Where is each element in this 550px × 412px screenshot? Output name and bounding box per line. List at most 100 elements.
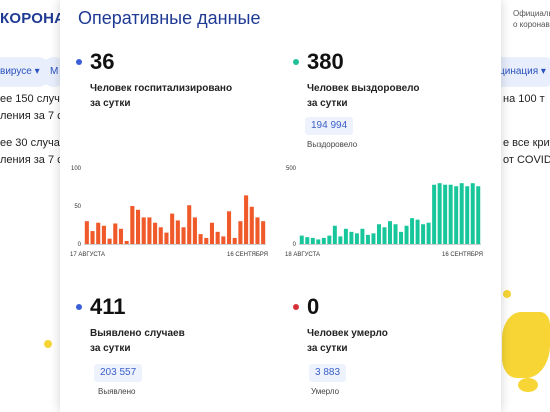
green-dot-icon — [293, 59, 299, 65]
chart-bar — [432, 184, 437, 244]
x-end-label: 16 СЕНТЯБРЯ — [442, 252, 483, 258]
chart-bar — [421, 224, 426, 244]
chart-bar — [244, 195, 249, 244]
chart-bar — [365, 234, 370, 244]
chart-bar — [360, 228, 365, 244]
y-tick-label: 0 — [293, 242, 297, 248]
stat-description: Человек умерло за сутки — [307, 326, 477, 356]
map-region-shape — [503, 290, 511, 298]
recovered-chart: 500 0 18 АВГУСТА 16 СЕНТЯБРЯ — [285, 166, 483, 258]
chart-bar — [124, 240, 129, 244]
modal-title: Оперативные данные — [78, 8, 261, 28]
stat-description: Человек госпитализировано за сутки — [90, 81, 260, 111]
chart-bar — [175, 220, 180, 244]
stat-description-line: за сутки — [307, 343, 348, 354]
chart-bar — [255, 217, 260, 244]
chart-bar — [90, 231, 95, 244]
y-tick-label: 0 — [78, 242, 82, 248]
chart-bar — [470, 183, 475, 244]
hospitalized-chart: 100 50 0 17 АВГУСТА 16 СЕНТЯБРЯ — [70, 166, 268, 258]
chart-bar — [354, 233, 359, 244]
chart-bar — [187, 205, 192, 244]
second-menu-label: М — [50, 66, 59, 77]
bg-text-line: на 100 т — [503, 93, 545, 105]
chart-bar — [147, 217, 152, 244]
chart-bar — [113, 223, 118, 244]
chart-bar — [316, 239, 321, 244]
chart-bar — [107, 238, 112, 244]
chart-bar — [164, 232, 169, 244]
chart-bar — [101, 225, 106, 244]
chart-bar — [226, 211, 232, 244]
chart-bar — [204, 237, 209, 244]
stat-value: 0 — [307, 294, 320, 319]
stat-description-line: Выявлено случаев — [90, 328, 185, 339]
stat-description-line: за сутки — [90, 343, 131, 354]
bg-text-line: ления за 7 сут — [0, 154, 74, 166]
stat-value: 380 — [307, 49, 344, 74]
chart-bar — [158, 227, 163, 244]
chart-bar — [238, 221, 243, 244]
chart-bar — [327, 235, 332, 244]
stat-description-line: за сутки — [90, 98, 131, 109]
chart-bar — [130, 206, 135, 244]
bg-text-line: от COVID-1 — [503, 154, 550, 166]
chart-bar — [465, 186, 470, 244]
y-tick-label: 100 — [71, 166, 82, 172]
chart-bar — [454, 186, 459, 244]
chart-bar — [209, 222, 215, 244]
chart-bar — [437, 183, 442, 244]
chart-bar — [299, 235, 304, 244]
bg-text-line: е все крите — [503, 137, 550, 149]
site-header-note-line: о коронави — [513, 20, 550, 29]
chart-bar — [153, 222, 158, 244]
chart-bar — [332, 225, 337, 244]
chart-bar — [343, 228, 348, 244]
chart-bar — [232, 237, 237, 244]
x-start-label: 18 АВГУСТА — [285, 252, 320, 258]
chart-bar — [198, 234, 203, 244]
chart-bar — [349, 231, 354, 244]
stat-total-chip: 203 557 — [94, 364, 143, 382]
chart-bar — [192, 217, 197, 244]
chart-bar — [141, 217, 146, 244]
red-dot-icon — [293, 304, 299, 310]
chart-bar — [221, 236, 226, 244]
stat-value: 411 — [90, 294, 126, 319]
chart-bar — [96, 222, 101, 244]
chart-bar — [249, 206, 254, 244]
chart-bar — [170, 213, 175, 244]
operational-data-modal: Оперативные данные 36 Человек госпитализ… — [60, 0, 501, 412]
stat-total-label: Умерло — [311, 387, 340, 396]
chart-bar — [393, 224, 398, 244]
chart-bar — [399, 231, 404, 244]
stat-total-label: Выздоровело — [307, 140, 358, 149]
chart-bar — [376, 224, 381, 244]
site-header-note-line: Официаль — [513, 9, 550, 18]
bg-text-line: ления за 7 сут — [0, 110, 74, 122]
chart-bar — [404, 225, 409, 244]
chart-bar — [459, 183, 464, 244]
bg-text-line: ее 30 случаев — [0, 137, 72, 149]
chart-bar — [410, 218, 415, 244]
chart-bar — [84, 221, 89, 244]
stat-description-line: Человек умерло — [307, 328, 388, 339]
stat-description-line: Человек выздоровело — [307, 83, 420, 94]
stat-description: Человек выздоровело за сутки — [307, 81, 477, 111]
chart-bar — [371, 233, 376, 244]
chevron-down-icon: ▾ — [34, 66, 40, 77]
chart-bar — [135, 209, 141, 244]
chart-bar — [305, 237, 310, 244]
stat-total-label: Выявлено — [98, 387, 136, 396]
x-start-label: 17 АВГУСТА — [70, 252, 105, 258]
blue-dot-icon — [76, 59, 82, 65]
chart-bar — [388, 221, 392, 244]
stat-total-chip: 194 994 — [305, 117, 354, 135]
chart-bar — [118, 228, 124, 244]
chart-bar — [321, 237, 326, 244]
chart-bar — [382, 227, 387, 244]
chart-bar — [338, 236, 343, 244]
chart-bar — [443, 184, 448, 244]
stat-total-chip: 3 883 — [309, 364, 347, 382]
chart-bar — [261, 221, 266, 244]
